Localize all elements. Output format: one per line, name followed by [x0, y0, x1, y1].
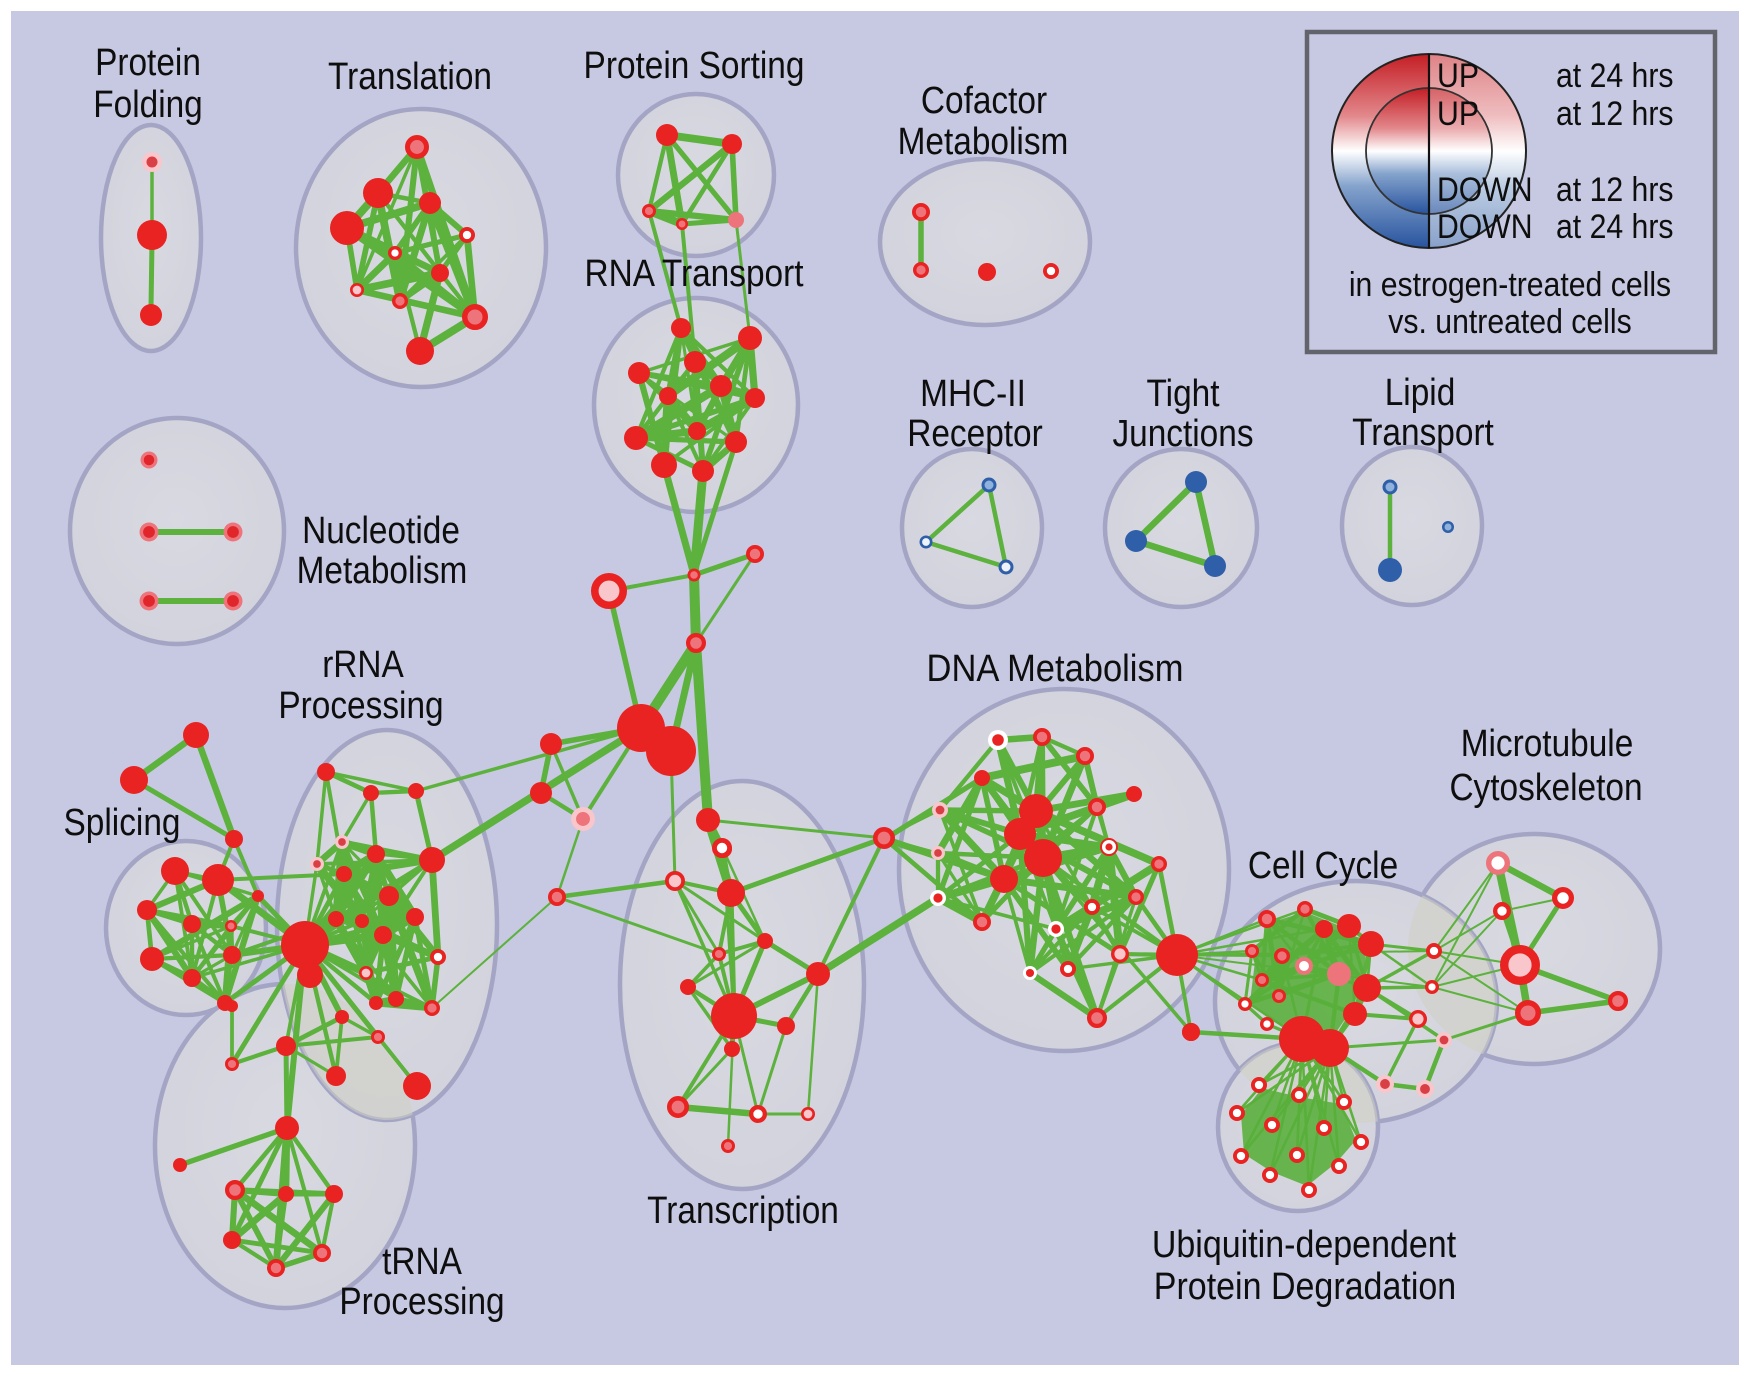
svg-text:Folding: Folding — [93, 84, 203, 126]
svg-text:Junctions: Junctions — [1112, 413, 1253, 455]
svg-text:Metabolism: Metabolism — [898, 121, 1069, 163]
svg-text:rRNA: rRNA — [322, 644, 404, 686]
svg-text:DOWN: DOWN — [1437, 208, 1533, 246]
svg-text:Processing: Processing — [339, 1281, 504, 1323]
svg-text:Protein: Protein — [95, 42, 201, 84]
svg-text:in estrogen-treated cells: in estrogen-treated cells — [1349, 266, 1671, 304]
svg-text:MHC-II: MHC-II — [920, 373, 1026, 415]
svg-text:Microtubule: Microtubule — [1461, 723, 1634, 765]
svg-text:Splicing: Splicing — [64, 802, 181, 844]
svg-text:Nucleotide: Nucleotide — [302, 510, 460, 552]
svg-text:Protein Degradation: Protein Degradation — [1154, 1266, 1456, 1308]
svg-text:Tight: Tight — [1147, 373, 1220, 415]
svg-text:DNA Metabolism: DNA Metabolism — [927, 648, 1184, 690]
svg-text:at 24 hrs: at 24 hrs — [1556, 57, 1674, 95]
svg-text:at 24 hrs: at 24 hrs — [1556, 208, 1674, 246]
svg-text:Receptor: Receptor — [907, 413, 1043, 455]
svg-text:Ubiquitin-dependent: Ubiquitin-dependent — [1152, 1224, 1457, 1266]
svg-text:Cytoskeleton: Cytoskeleton — [1449, 767, 1642, 809]
svg-text:at 12 hrs: at 12 hrs — [1556, 171, 1674, 209]
svg-text:Transcription: Transcription — [647, 1190, 839, 1232]
svg-text:Processing: Processing — [278, 685, 443, 727]
svg-text:Translation: Translation — [328, 56, 492, 98]
svg-text:tRNA: tRNA — [382, 1241, 462, 1283]
svg-text:Transport: Transport — [1352, 412, 1494, 454]
svg-text:Lipid: Lipid — [1385, 372, 1456, 414]
svg-text:vs. untreated cells: vs. untreated cells — [1388, 303, 1631, 341]
svg-text:at 12 hrs: at 12 hrs — [1556, 95, 1674, 133]
svg-text:Cofactor: Cofactor — [921, 80, 1047, 122]
svg-text:Metabolism: Metabolism — [297, 550, 468, 592]
svg-text:UP: UP — [1437, 57, 1479, 95]
svg-text:RNA Transport: RNA Transport — [585, 253, 804, 295]
svg-text:Protein Sorting: Protein Sorting — [584, 45, 805, 87]
svg-text:UP: UP — [1437, 95, 1479, 133]
svg-text:Cell Cycle: Cell Cycle — [1248, 845, 1398, 887]
svg-text:DOWN: DOWN — [1437, 171, 1533, 209]
